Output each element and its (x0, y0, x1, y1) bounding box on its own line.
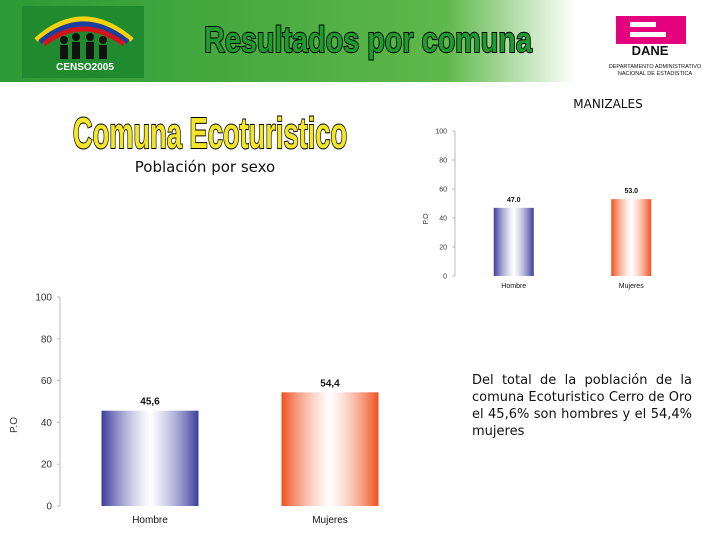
bar (281, 392, 379, 506)
y-axis-label: P.O (9, 417, 20, 433)
value-label: 54,4 (320, 378, 340, 389)
y-tick-label: 60 (41, 376, 53, 387)
y-tick-label: 0 (443, 273, 447, 280)
chart-title: Población por sexo (135, 158, 275, 176)
y-tick-label: 80 (439, 157, 447, 164)
bar (493, 207, 534, 276)
y-tick-label: 40 (439, 215, 447, 222)
logo-text: CENSO2005 (56, 62, 114, 73)
censo-logo (22, 6, 144, 78)
y-axis-label: P.O (423, 213, 430, 225)
value-label: 53.0 (624, 188, 638, 195)
x-tick-label: Mujeres (619, 283, 644, 290)
y-tick-label: 20 (41, 460, 53, 471)
value-label: 45,6 (140, 397, 160, 408)
y-tick-label: 20 (439, 244, 447, 251)
chart-title: MANIZALES (573, 97, 642, 111)
y-tick-label: 40 (41, 418, 53, 429)
y-tick-label: 100 (435, 128, 447, 135)
y-tick-label: 100 (35, 293, 52, 304)
value-label: 47.0 (507, 197, 521, 204)
bar (101, 410, 199, 506)
y-tick-label: 80 (41, 334, 53, 345)
x-tick-label: Mujeres (312, 515, 348, 526)
dane-logo (616, 16, 686, 44)
x-tick-label: Hombre (132, 515, 168, 526)
dane-subtitle: NACIONAL DE ESTADISTICA (618, 71, 693, 77)
x-tick-label: Hombre (501, 283, 526, 290)
bar (611, 199, 652, 276)
y-tick-label: 60 (439, 186, 447, 193)
dane-name: DANE (632, 43, 669, 58)
dane-subtitle: DEPARTAMENTO ADMINISTRATIVO (609, 64, 702, 70)
description: Del total de la población de la comuna E… (472, 373, 692, 439)
header-title: Resultados por comuna (204, 19, 533, 60)
y-tick-label: 0 (46, 502, 52, 513)
subtitle: Comuna Ecoturistico (73, 108, 347, 157)
